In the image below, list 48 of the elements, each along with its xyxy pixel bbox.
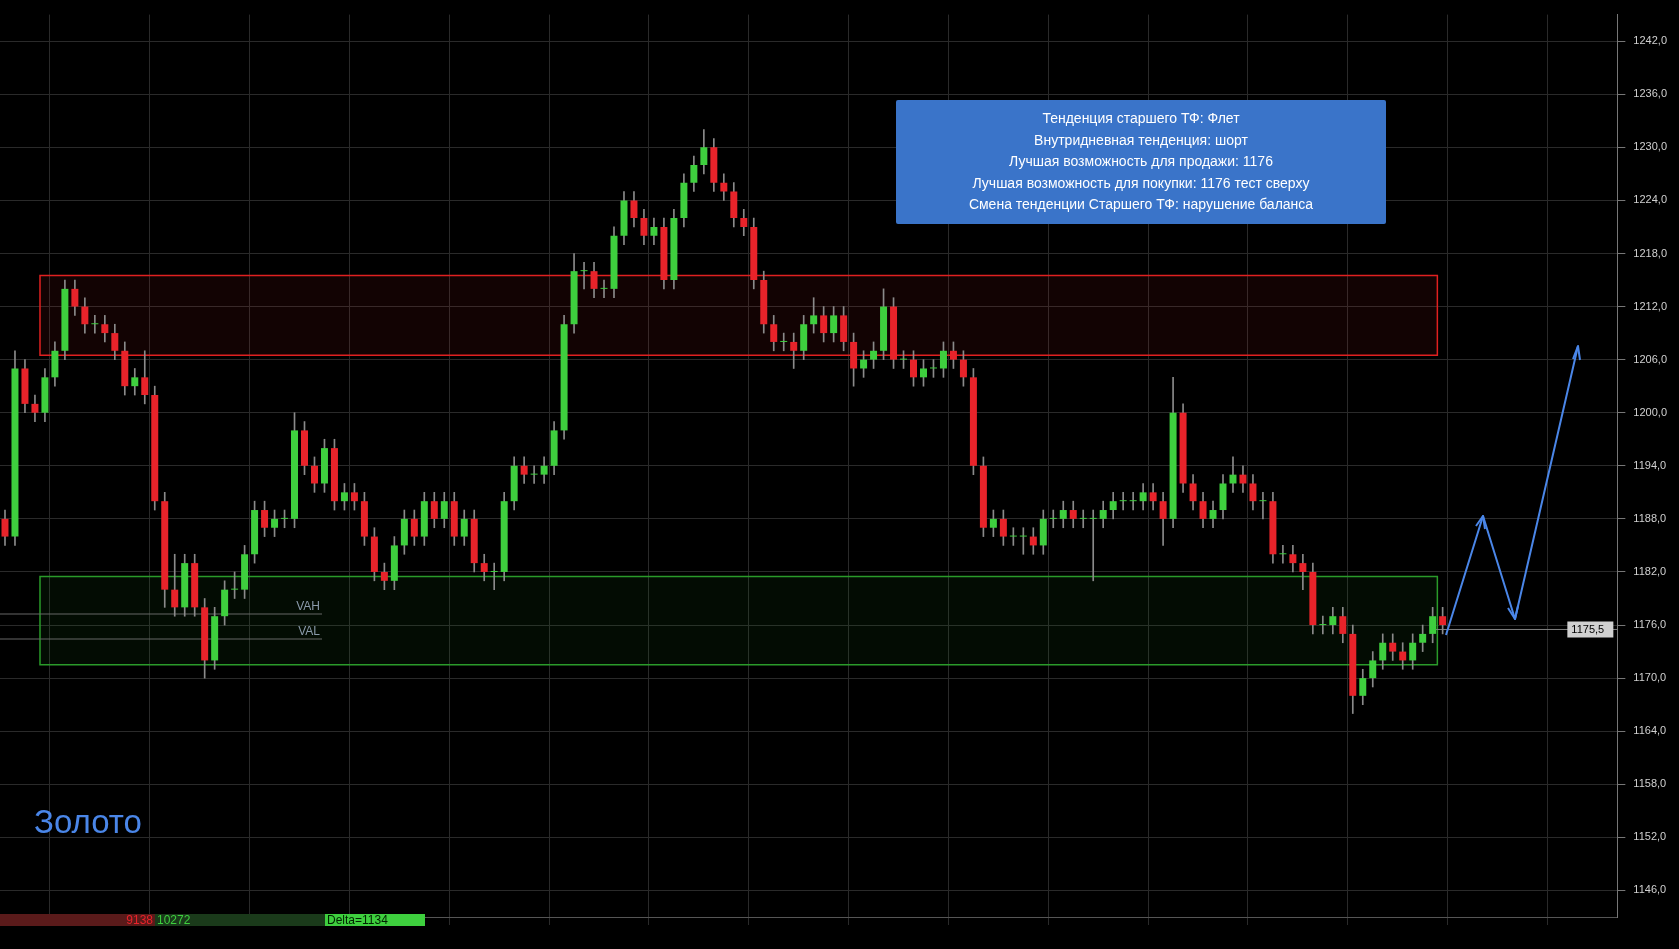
y-tick-label: 1152,0 xyxy=(1633,830,1667,843)
candlestick xyxy=(1129,492,1137,511)
candlestick xyxy=(1259,492,1267,520)
y-tick-label: 1242,0 xyxy=(1633,34,1668,47)
candlestick xyxy=(580,261,588,290)
y-tick-label: 1182,0 xyxy=(1633,565,1667,577)
annotation: Лучшая возможность для покупки: 1176 тест сверху xyxy=(971,173,1311,193)
candlestick xyxy=(1319,615,1327,635)
y-tick-label: 1212,0 xyxy=(1633,299,1668,312)
annotation: Внутридневная тенденция: шорт xyxy=(1033,130,1249,150)
candlestick xyxy=(1119,492,1127,511)
annotation: Delta=1134 xyxy=(327,913,388,927)
y-tick-label: 1200,0 xyxy=(1633,405,1668,418)
candlestick xyxy=(1229,456,1237,493)
y-tick-label: 1218,0 xyxy=(1633,246,1668,259)
candlestick xyxy=(1089,509,1097,582)
annotation: Тенденция старшего ТФ: Флет xyxy=(1041,109,1241,128)
y-tick-label: 1188,0 xyxy=(1633,511,1667,524)
candlestick xyxy=(1079,509,1087,529)
y-tick-label: 1146,0 xyxy=(1633,883,1667,896)
candlestick xyxy=(1279,545,1287,564)
annotation: Смена тенденции Старшего ТФ: нарушение баланса xyxy=(967,195,1315,214)
annotation: VAH xyxy=(296,599,320,614)
annotation: Лучшая возможность для продажи: 1176 xyxy=(1008,152,1274,171)
y-tick-label: 1236,0 xyxy=(1633,87,1668,100)
candlestick xyxy=(810,297,818,334)
candlestick xyxy=(780,332,788,352)
y-tick-label: 1164,0 xyxy=(1633,724,1667,737)
ref-line-label: 1175,5 xyxy=(1571,622,1605,635)
delta-strip: 9138 10272 Delta=1134 xyxy=(0,914,425,926)
candlestick xyxy=(600,279,608,299)
candlestick xyxy=(1299,553,1307,590)
y-tick-label: 1224,0 xyxy=(1633,193,1668,206)
annotation: VAL xyxy=(298,624,321,639)
y-tick-label: 1170,0 xyxy=(1633,671,1667,684)
y-tick-label: 1176,0 xyxy=(1633,618,1667,631)
y-tick-label: 1194,0 xyxy=(1633,458,1667,471)
annotation: Золото xyxy=(34,803,142,841)
candlestick xyxy=(490,562,498,590)
candlestick xyxy=(91,315,99,334)
annotation: 9138 xyxy=(126,913,153,927)
candlestick xyxy=(1019,527,1027,555)
y-tick-label: 1158,0 xyxy=(1633,777,1667,790)
y-tick-label: 1206,0 xyxy=(1633,352,1668,365)
annotation: 10272 xyxy=(157,913,191,927)
candlestick xyxy=(530,465,538,484)
y-tick-label: 1230,0 xyxy=(1633,140,1668,153)
candlestick xyxy=(1049,509,1057,529)
